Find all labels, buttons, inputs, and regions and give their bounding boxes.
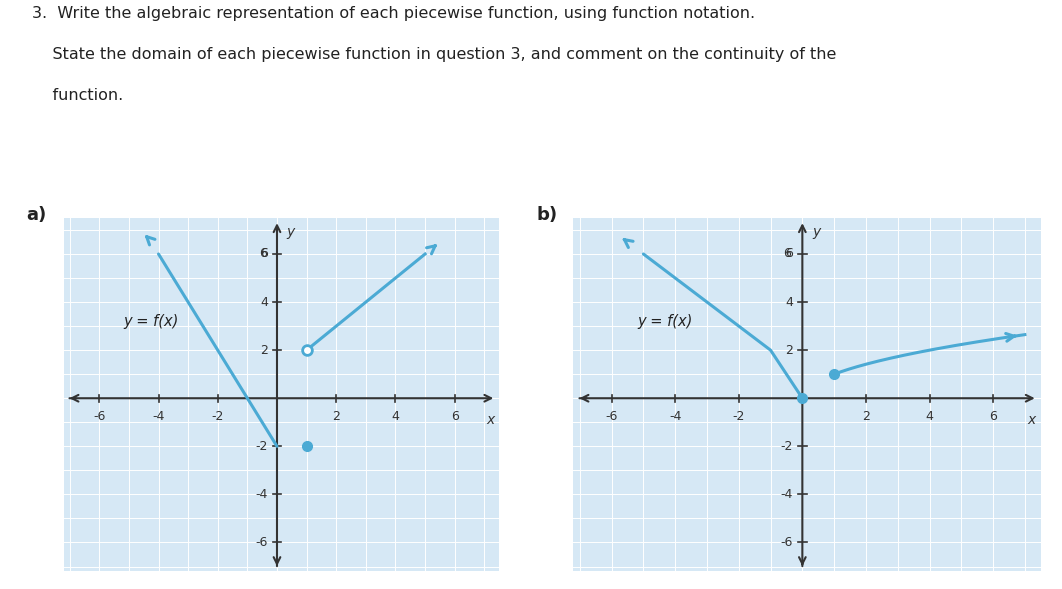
Text: y = f(x): y = f(x) [123,314,178,329]
Text: 4: 4 [260,296,268,309]
Text: 6: 6 [260,247,268,260]
Text: 6: 6 [259,247,267,260]
Text: 6: 6 [989,411,997,423]
Text: -4: -4 [256,488,268,501]
Text: 4: 4 [785,296,793,309]
Text: -6: -6 [781,536,793,549]
Text: y: y [286,225,294,239]
Text: 2: 2 [785,343,793,357]
Text: 6: 6 [450,411,459,423]
Text: a): a) [27,206,47,224]
Text: 3.  Write the algebraic representation of each piecewise function, using functio: 3. Write the algebraic representation of… [32,6,755,21]
Text: 2: 2 [332,411,340,423]
Text: x: x [1027,413,1035,426]
Text: 6: 6 [784,247,791,260]
Text: -4: -4 [781,488,793,501]
Text: 4: 4 [392,411,399,423]
Text: y = f(x): y = f(x) [637,314,692,329]
Text: -2: -2 [781,440,793,453]
Text: State the domain of each piecewise function in question 3, and comment on the co: State the domain of each piecewise funct… [32,47,836,62]
Text: y: y [811,225,820,239]
Text: x: x [486,413,495,426]
Text: -2: -2 [211,411,224,423]
Text: 2: 2 [260,343,268,357]
Text: -4: -4 [152,411,165,423]
Text: -6: -6 [93,411,105,423]
Text: -6: -6 [605,411,618,423]
Text: function.: function. [32,88,123,103]
Text: b): b) [536,206,558,224]
Text: -2: -2 [733,411,744,423]
Text: 6: 6 [785,247,793,260]
Text: -4: -4 [669,411,682,423]
Text: 2: 2 [862,411,870,423]
Text: -6: -6 [256,536,268,549]
Text: -2: -2 [256,440,268,453]
Text: 4: 4 [926,411,933,423]
